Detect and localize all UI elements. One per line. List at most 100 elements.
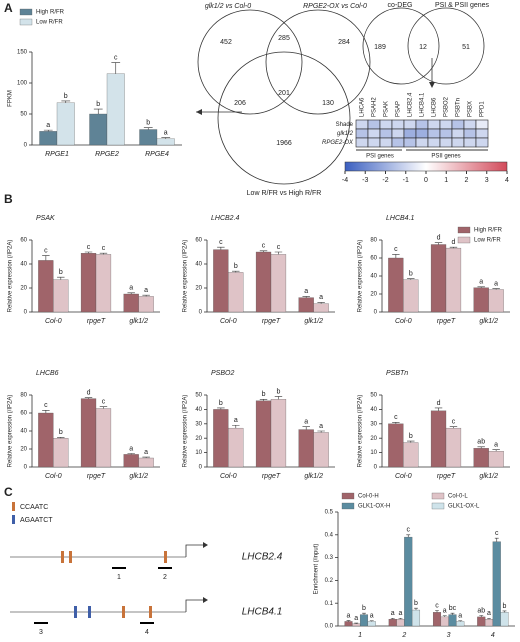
bar (313, 303, 329, 313)
y-tick-label: 10 (195, 450, 202, 456)
significance-label: a (129, 285, 133, 292)
venn-count: 206 (234, 100, 246, 107)
venn-set-label: PSI & PSII genes (435, 2, 490, 9)
bar (106, 73, 125, 146)
significance-label: b (234, 263, 238, 270)
error-bar (57, 437, 65, 439)
significance-label: c (44, 247, 48, 254)
bar (473, 287, 489, 313)
heatmap-cell (367, 137, 381, 148)
significance-label: a (391, 610, 395, 617)
error-bar (494, 537, 499, 542)
error-bar (161, 137, 171, 139)
error-bar (487, 617, 491, 620)
error-bar (407, 440, 415, 443)
significance-label: b (414, 600, 418, 607)
error-bar (398, 617, 403, 620)
chart-title: PSBO2 (211, 370, 234, 377)
significance-label: c (87, 244, 91, 251)
venn-circle (362, 7, 440, 85)
chart-title: PSAK (36, 215, 55, 222)
heatmap-cell (379, 128, 393, 139)
x-tick-label: glk1/2 (129, 473, 148, 480)
bar (411, 609, 421, 627)
legend-label: GLK1-OX-L (448, 504, 480, 510)
venn-set-label: Low R/FR vs High R/FR (247, 190, 322, 197)
y-tick-label: 100 (17, 81, 28, 87)
significance-label: c (219, 239, 223, 246)
legend-swatch (341, 492, 355, 500)
y-tick-label: 20 (370, 436, 377, 442)
bar (403, 442, 419, 468)
error-bar (407, 278, 415, 280)
significance-label: b (262, 391, 266, 398)
error-bar (232, 270, 240, 273)
x-tick-label: rpgeT (437, 473, 456, 480)
y-tick-label: 60 (195, 238, 202, 244)
y-tick-label: 80 (370, 238, 377, 244)
y-tick-label: 0 (199, 310, 203, 316)
y-axis-label: Enrichment (/input) (314, 544, 320, 595)
venn-count: 452 (220, 39, 232, 46)
heatmap-cell (391, 128, 405, 139)
y-tick-label: 0 (24, 465, 28, 471)
significance-label: a (399, 610, 403, 617)
heatmap-cell (439, 137, 453, 148)
significance-label: a (494, 442, 498, 449)
bar (440, 616, 449, 627)
bar (38, 412, 54, 468)
heatmap-cell (451, 128, 465, 139)
group-label: PSI genes (366, 154, 394, 160)
error-bar (479, 615, 484, 617)
y-tick-label: 20 (370, 292, 377, 298)
error-bar (61, 100, 71, 103)
error-bar (449, 246, 458, 249)
bar (298, 429, 314, 468)
error-bar (259, 399, 268, 401)
venn-circle (217, 51, 351, 185)
heatmap-col-label: LHCB6 (432, 97, 438, 117)
y-tick-label: 0 (374, 310, 378, 316)
bar (138, 457, 154, 468)
legend-label: Low R/FR (474, 238, 501, 244)
motif-label: CCAATC (20, 504, 48, 511)
error-bar (492, 449, 500, 452)
x-tick-label: rpgeT (87, 318, 106, 325)
significance-label: c (102, 399, 106, 406)
x-tick-label: rpgeT (87, 473, 106, 480)
bar (95, 408, 112, 468)
error-bar (143, 127, 153, 130)
error-bar (274, 396, 283, 400)
motif-box (88, 606, 91, 618)
heatmap-cell (367, 119, 381, 130)
x-tick-label: rpgeT (437, 318, 456, 325)
bar (95, 254, 112, 313)
significance-label: a (304, 288, 308, 295)
x-tick-label: RPGE2 (95, 151, 119, 158)
heatmap-cell (475, 128, 489, 139)
venn-circle (407, 7, 485, 85)
significance-label: b (219, 400, 223, 407)
gene-name: LHCB2.4 (242, 552, 283, 563)
colorbar-tick-label: 3 (485, 177, 489, 184)
error-bar (477, 446, 485, 449)
bar (456, 621, 465, 627)
significance-label: a (458, 613, 462, 620)
significance-label: b (59, 269, 63, 276)
error-bar (111, 62, 121, 74)
x-tick-label: 3 (447, 632, 451, 639)
y-tick-label: 0 (24, 143, 28, 149)
y-axis-label: FPKM (8, 90, 14, 107)
heatmap-cell (403, 128, 417, 139)
error-bar (127, 453, 135, 455)
bar (80, 398, 97, 468)
y-tick-label: 30 (370, 421, 377, 427)
error-bar (434, 242, 443, 245)
y-tick-label: 40 (370, 274, 377, 280)
tss-arrow (185, 599, 205, 612)
heatmap-cell (427, 119, 441, 130)
venn-set-label: glk1/2 vs Col-0 (205, 3, 251, 10)
x-tick-label: glk1/2 (129, 318, 148, 325)
venn-count: 284 (338, 39, 350, 46)
y-tick-label: 0.0 (325, 624, 334, 630)
